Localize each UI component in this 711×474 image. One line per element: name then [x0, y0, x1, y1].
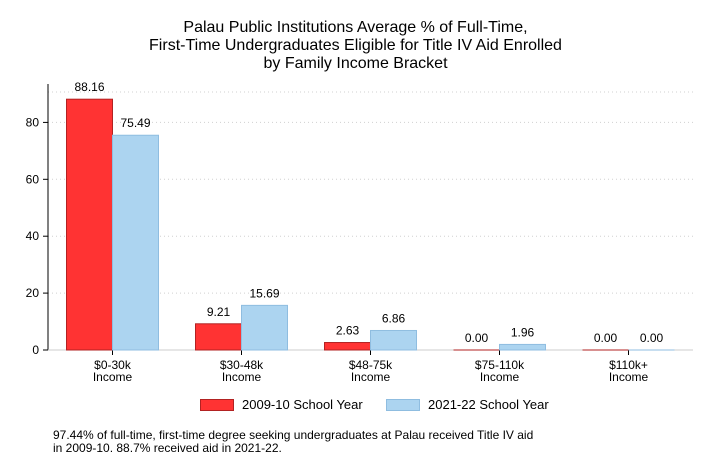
data-label-series-1: 88.16 [74, 80, 104, 94]
bar-series-2 [499, 343, 546, 351]
y-tick-label: 60 [26, 172, 40, 186]
x-tick-label: $0-30k [94, 358, 132, 372]
footnote-line-1: 97.44% of full-time, first-time degree s… [53, 428, 534, 442]
data-label-series-1: 0.00 [465, 331, 489, 345]
data-label-series-2: 6.86 [382, 311, 406, 325]
legend-swatch-series-1 [200, 398, 234, 411]
x-tick-label: Income [93, 370, 133, 384]
bar-series-1 [195, 323, 242, 351]
chart-title-line-1: Palau Public Institutions Average % of F… [183, 19, 528, 36]
chart-title-line-2: First-Time Undergraduates Eligible for T… [149, 37, 562, 54]
footnote: 97.44% of full-time, first-time degree s… [53, 429, 673, 455]
bar-series-1 [324, 342, 371, 351]
data-label-series-2: 0.00 [640, 331, 664, 345]
bar-series-2 [241, 304, 288, 351]
legend-label-series-1: 2009-10 School Year [242, 397, 363, 412]
bar-series-1 [66, 98, 113, 351]
bar-series-2 [112, 134, 159, 351]
x-tick-label: Income [480, 370, 520, 384]
x-tick-label: Income [351, 370, 391, 384]
x-tick-label: $75-110k [475, 358, 525, 372]
data-label-series-1: 2.63 [336, 324, 360, 338]
legend-item-series-2: 2021-22 School Year [386, 397, 549, 412]
y-tick-label: 20 [26, 286, 40, 300]
legend-item-series-1: 2009-10 School Year [200, 397, 363, 412]
x-tick-label: $48-75k [349, 358, 393, 372]
x-tick-label: Income [222, 370, 262, 384]
x-tick-label: Income [609, 370, 649, 384]
x-tick-label: $30-48k [220, 358, 264, 372]
y-tick-label: 80 [26, 115, 40, 129]
bar-series-2 [370, 329, 417, 351]
data-label-series-2: 15.69 [249, 286, 279, 300]
y-tick-label: 0 [32, 343, 39, 357]
data-label-series-1: 0.00 [594, 331, 618, 345]
legend-swatch-series-2 [386, 398, 420, 411]
data-label-series-2: 1.96 [511, 325, 535, 339]
data-label-series-1: 9.21 [207, 305, 231, 319]
x-tick-label: $110k+ [609, 358, 648, 372]
data-label-series-2: 75.49 [120, 116, 150, 130]
chart-title-line-3: by Family Income Bracket [263, 55, 448, 72]
legend-label-series-2: 2021-22 School Year [428, 397, 549, 412]
footnote-line-2: in 2009-10. 88.7% received aid in 2021-2… [53, 441, 282, 455]
y-tick-label: 40 [26, 229, 40, 243]
legend: 2009-10 School Year 2021-22 School Year [0, 397, 711, 415]
